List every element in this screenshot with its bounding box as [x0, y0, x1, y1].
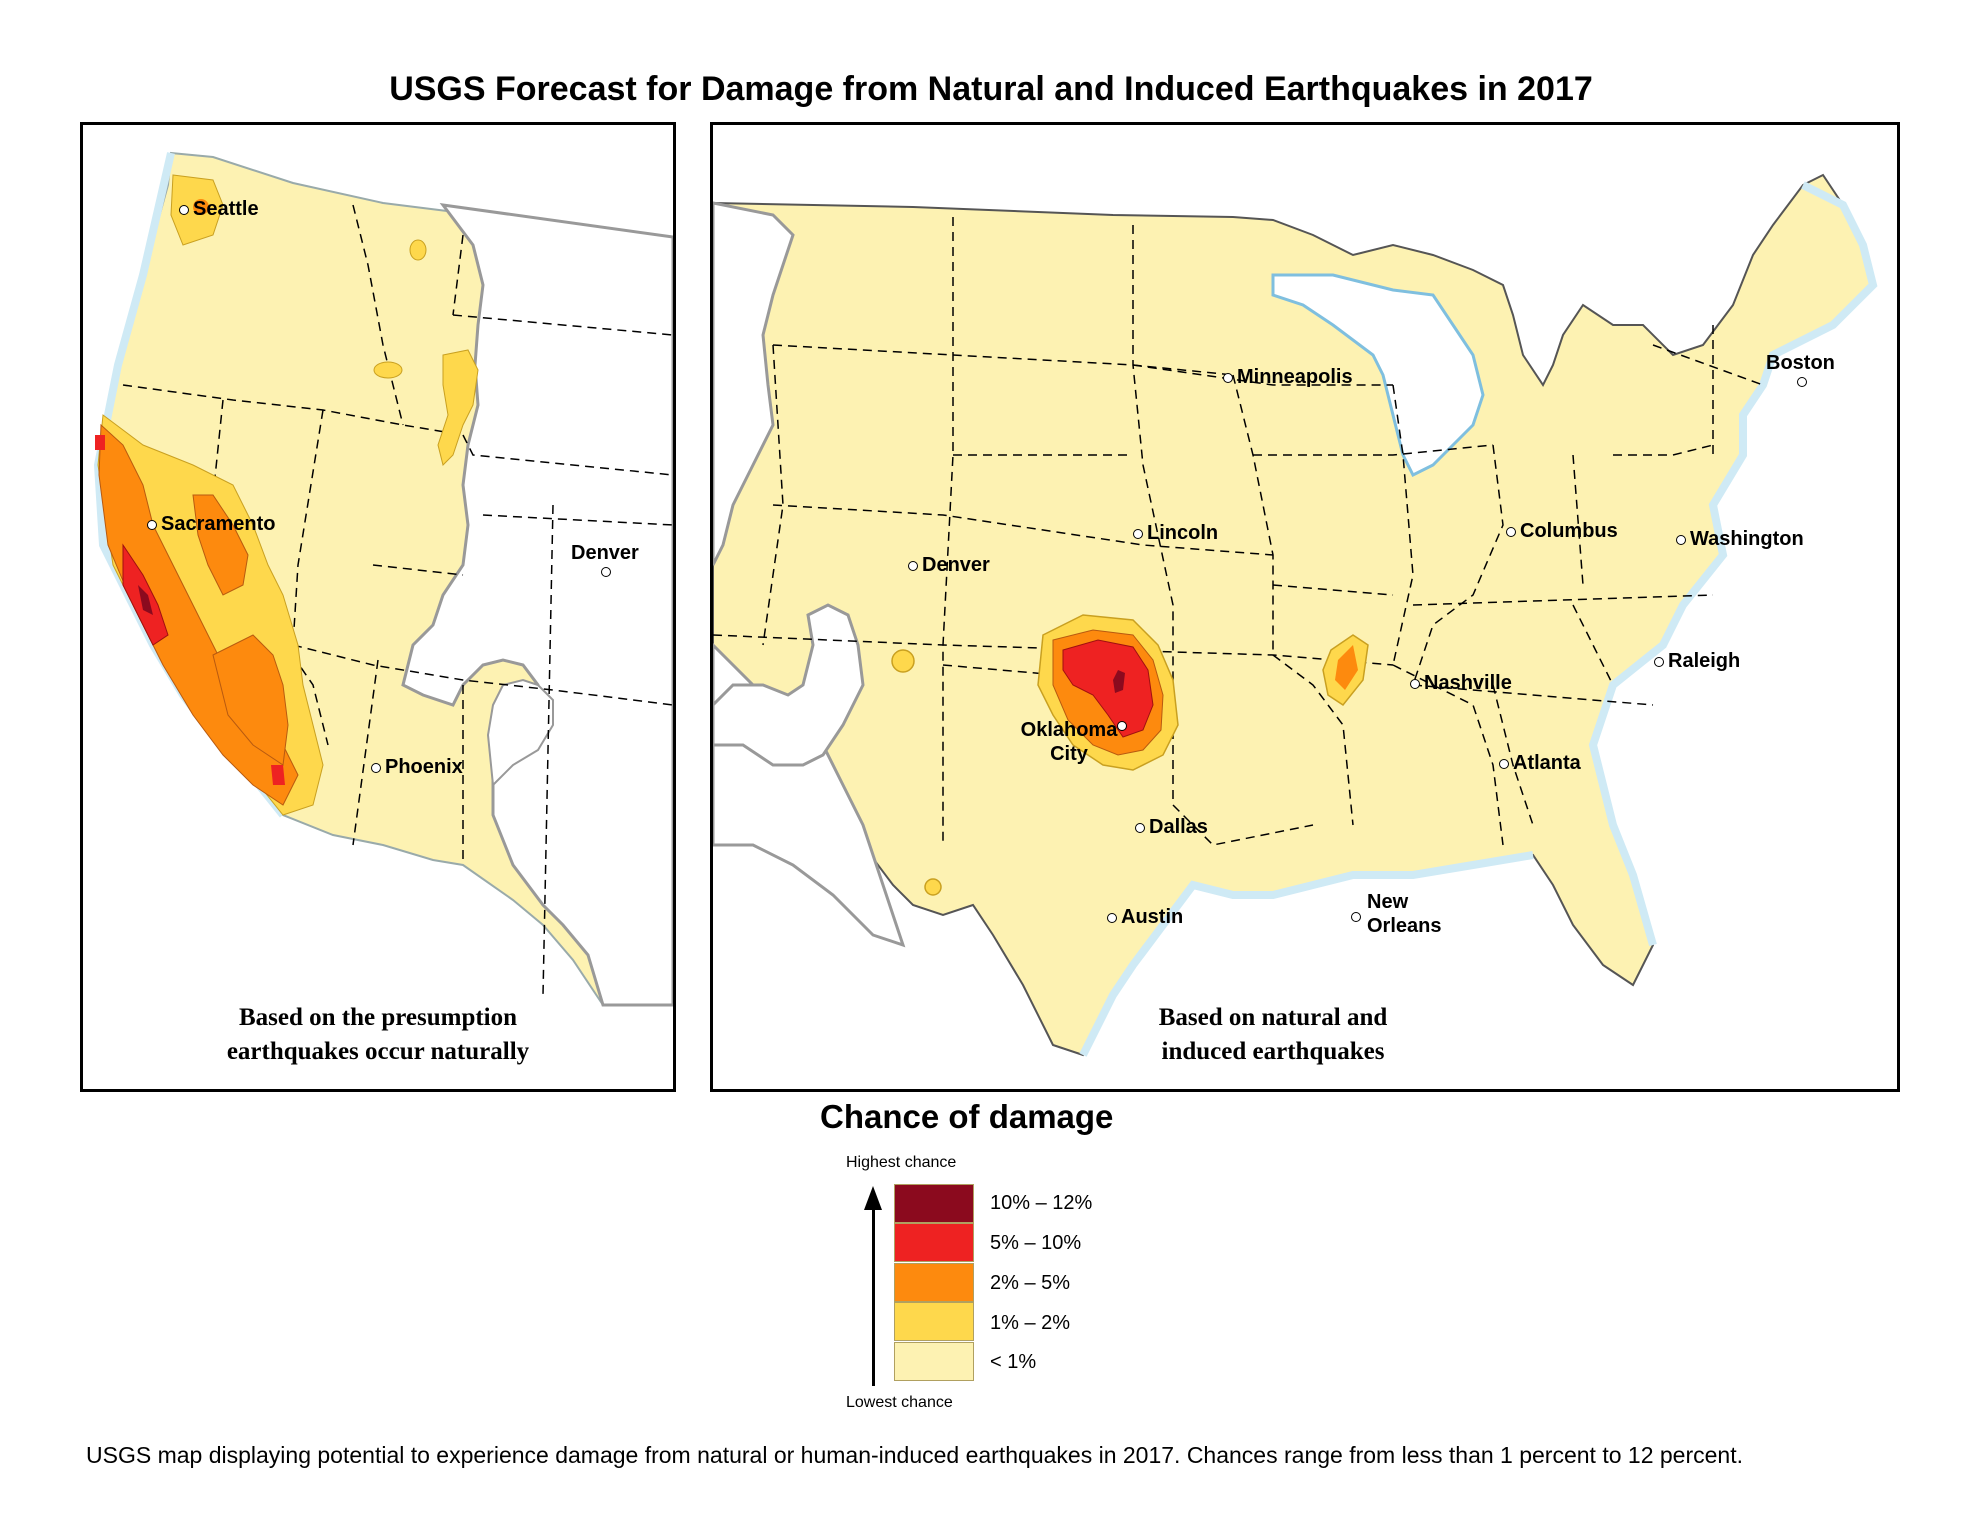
- city-label: Denver: [571, 542, 639, 564]
- city-denver-left: Denver: [571, 541, 639, 565]
- footer-caption: USGS map displaying potential to experie…: [86, 1442, 1743, 1468]
- city-marker: [1506, 526, 1516, 537]
- city-label: Boston: [1766, 352, 1835, 374]
- caption-line: Based on the presumption: [238, 1004, 518, 1031]
- western-us-map: [93, 151, 673, 1007]
- city-marker: [371, 762, 381, 773]
- city-label: Austin: [1121, 906, 1184, 928]
- legend-label-2-5: 2% – 5%: [990, 1272, 1071, 1294]
- city-columbus: Columbus: [1506, 519, 1618, 543]
- arrow-up-icon: [864, 1186, 882, 1210]
- hazard-zone-10-12pct-oklahoma: [1113, 670, 1125, 693]
- legend-label-10-12: 10% – 12%: [990, 1192, 1093, 1214]
- right-map-caption: Based on natural and induced earthquakes: [1043, 1001, 1503, 1069]
- left-map-caption: Based on the presumption earthquakes occ…: [143, 1001, 613, 1069]
- continental-us-map: [713, 173, 1878, 1057]
- city-label: City: [1050, 743, 1088, 765]
- hazard-zone-1-2pct-west-texas: [924, 878, 942, 896]
- city-minneapolis: Minneapolis: [1223, 365, 1353, 389]
- city-austin: Austin: [1107, 905, 1183, 929]
- city-marker: [1135, 822, 1145, 833]
- city-raleigh: Raleigh: [1654, 649, 1740, 673]
- city-marker: [1351, 912, 1361, 922]
- city-label: Phoenix: [385, 756, 463, 778]
- legend-swatch-5-10: [894, 1223, 974, 1262]
- outside-region-lobe: [486, 678, 554, 788]
- city-label: Oklahoma: [1020, 719, 1118, 741]
- legend-swatch-10-12: [894, 1184, 974, 1223]
- caption-line: earthquakes occur naturally: [226, 1038, 530, 1065]
- legend-label-1-2: 1% – 2%: [990, 1312, 1071, 1334]
- city-marker: [147, 519, 157, 530]
- map-title: USGS Forecast for Damage from Natural an…: [389, 70, 1593, 108]
- city-lincoln: Lincoln: [1133, 521, 1218, 545]
- city-marker: [1133, 528, 1143, 539]
- city-marker: [1223, 372, 1233, 383]
- city-marker: [1107, 912, 1117, 923]
- city-marker: [908, 560, 918, 571]
- city-seattle: Seattle: [179, 197, 259, 221]
- city-label: Denver: [922, 554, 990, 576]
- city-label: Raleigh: [1668, 650, 1741, 672]
- city-label: Atlanta: [1513, 752, 1581, 774]
- city-dallas: Dallas: [1135, 815, 1208, 839]
- city-phoenix: Phoenix: [371, 755, 463, 779]
- hazard-zone-2-5pct-socal: [212, 634, 289, 766]
- legend-lowest-label: Lowest chance: [846, 1394, 953, 1411]
- city-washington: Washington: [1676, 527, 1804, 551]
- legend-swatch-1-2: [894, 1302, 974, 1341]
- city-label: Sacramento: [161, 513, 276, 535]
- hazard-zone-5-10pct-north-coast: [95, 435, 105, 450]
- city-marker: [1410, 678, 1420, 689]
- hazard-zone-1-2pct-idaho: [373, 361, 403, 379]
- city-boston: Boston: [1766, 351, 1835, 375]
- legend-label-5-10: 5% – 10%: [990, 1232, 1082, 1254]
- city-nashville: Nashville: [1410, 671, 1512, 695]
- outside-region-lobe: [713, 603, 865, 767]
- natural-earthquakes-map: Seattle Sacramento Denver Phoenix Based …: [80, 122, 676, 1092]
- legend-swatch-2-5: [894, 1263, 974, 1302]
- city-label: Seattle: [193, 198, 259, 220]
- arrow-shaft: [872, 1208, 875, 1386]
- hazard-zone-5-10pct-south: [271, 765, 285, 785]
- city-marker: [1797, 377, 1807, 387]
- city-marker: [1676, 534, 1686, 545]
- hazard-zone-2-5pct-new-madrid: [1335, 645, 1358, 690]
- city-atlanta: Atlanta: [1499, 751, 1581, 775]
- city-sacramento: Sacramento: [147, 512, 276, 536]
- city-label: Minneapolis: [1237, 366, 1353, 388]
- great-lakes: [1271, 273, 1485, 478]
- legend-label-lt-1: < 1%: [990, 1351, 1037, 1373]
- city-marker: [1499, 758, 1509, 769]
- hazard-zone-2-5pct-sierra: [192, 494, 249, 596]
- hazard-zone-5-10pct-oklahoma: [1062, 639, 1154, 738]
- city-marker: [1117, 721, 1127, 731]
- hazard-zone-10-12pct-bay-area: [138, 585, 153, 615]
- city-marker: [1654, 656, 1664, 667]
- atlantic-gulf-coast: [1079, 181, 1878, 1057]
- hazard-zone-1-2pct-montana: [409, 239, 427, 261]
- city-denver-right: Denver: [908, 553, 990, 577]
- city-label: Columbus: [1520, 520, 1618, 542]
- outside-region: [713, 201, 795, 566]
- legend-highest-label: Highest chance: [846, 1154, 957, 1171]
- hazard-zone-1-2pct-raton: [891, 649, 915, 673]
- legend-title: Chance of damage: [820, 1098, 1114, 1135]
- city-label: Nashville: [1424, 672, 1512, 694]
- city-label: Orleans: [1367, 915, 1442, 937]
- city-label: Lincoln: [1147, 522, 1219, 544]
- city-label: New: [1367, 891, 1409, 913]
- caption-line: Based on natural and: [1158, 1004, 1388, 1031]
- city-marker: [179, 204, 189, 215]
- city-new-orleans: New Orleans: [1355, 890, 1441, 938]
- city-marker: [601, 567, 611, 577]
- city-label: Washington: [1690, 528, 1804, 550]
- legend-swatch-lt-1: [894, 1342, 974, 1381]
- natural-and-induced-earthquakes-map: Minneapolis Boston Lincoln Columbus Wash…: [710, 122, 1900, 1092]
- caption-line: induced earthquakes: [1161, 1038, 1385, 1065]
- city-oklahoma-city: Oklahoma City: [1009, 718, 1129, 766]
- city-label: Dallas: [1149, 816, 1208, 838]
- hazard-zone-2-5pct-seattle: [193, 199, 209, 215]
- hazard-zone-1-2pct-utah: [437, 349, 479, 466]
